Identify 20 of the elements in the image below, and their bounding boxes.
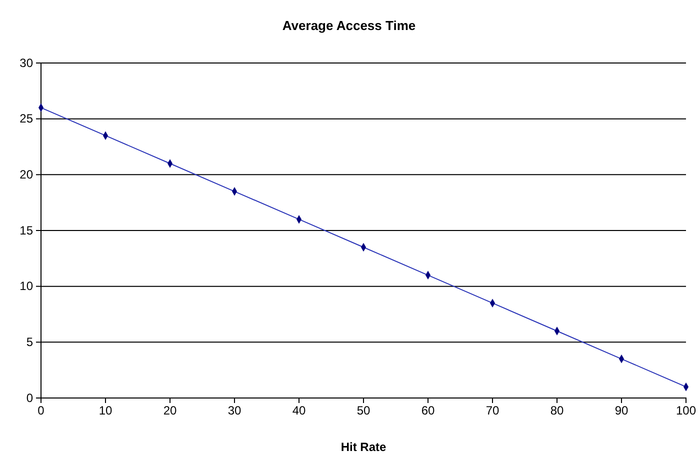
x-tick-label: 20 [163,404,177,418]
y-tick-label: 0 [26,390,34,405]
x-tick-label: 10 [98,404,112,418]
y-tick-label: 10 [20,279,34,294]
x-axis-title: Hit Rate [340,440,386,454]
x-tick-label: 70 [486,404,500,418]
y-tick-label: 25 [20,112,34,126]
x-tick-label: 100 [676,404,696,418]
y-tick-label: 30 [20,56,34,70]
x-tick-label: 0 [38,404,45,418]
x-tick-label: 40 [292,404,306,418]
y-tick-label: 20 [20,168,34,182]
chart-title: Average Access Time [282,18,416,33]
x-tick-label: 30 [228,404,242,418]
x-tick-label: 80 [550,404,564,418]
x-tick-label: 90 [614,404,628,418]
y-tick-label: 15 [20,223,34,238]
x-tick-label: 60 [421,404,435,418]
y-tick-label: 5 [26,335,34,350]
x-tick-label: 50 [356,404,370,418]
